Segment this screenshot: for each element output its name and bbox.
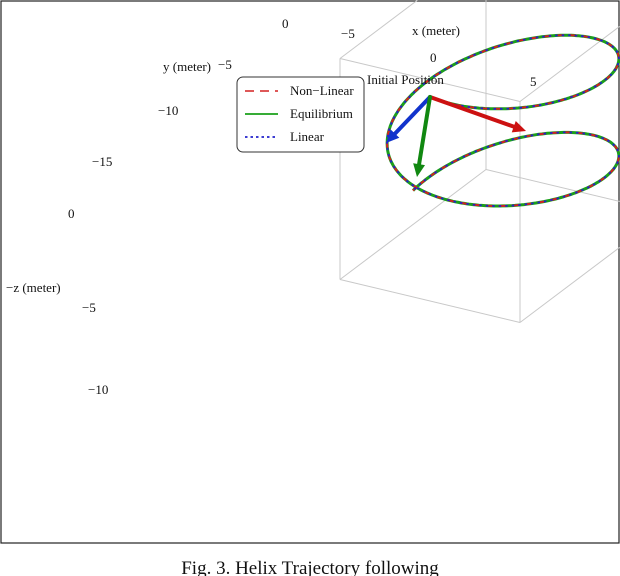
- x-axis-arrow: [428, 95, 526, 133]
- z-axis-arrow: [413, 95, 432, 177]
- y-tick-label: −15: [92, 154, 112, 169]
- z-axis-label: −z (meter): [6, 280, 61, 295]
- tick-labels: −5 0 5 0 −5 −10 −15 0 −5 −10: [68, 16, 537, 397]
- x-tick-label: 0: [430, 50, 437, 65]
- y-axis-arrow: [386, 95, 432, 143]
- y-tick-label: −10: [158, 103, 178, 118]
- plot-box: [339, 0, 620, 323]
- helix-series-group: [385, 33, 620, 208]
- legend-label-nonlinear: Non−Linear: [290, 83, 354, 98]
- z-tick-label: −5: [82, 300, 96, 315]
- initial-position-annotation: Initial Position: [367, 72, 444, 87]
- y-tick-label: 0: [282, 16, 289, 31]
- figure-caption: Fig. 3. Helix Trajectory following: [181, 558, 439, 576]
- helix-series-linear: [386, 34, 620, 207]
- y-axis-label: y (meter): [163, 59, 211, 74]
- x-tick-label: −5: [341, 26, 355, 41]
- box-edge: [339, 279, 521, 323]
- legend-label-linear: Linear: [290, 129, 325, 144]
- body-frame-arrows: [386, 95, 526, 177]
- legend: Non−Linear Equilibrium Linear: [236, 76, 365, 153]
- z-tick-label: −10: [88, 382, 108, 397]
- x-tick-label: 5: [530, 74, 537, 89]
- legend-label-equilibrium: Equilibrium: [290, 106, 353, 121]
- x-axis-label: x (meter): [412, 23, 460, 38]
- z-tick-label: 0: [68, 206, 75, 221]
- helix-series-equilibrium: [385, 33, 620, 208]
- box-edge: [339, 169, 487, 280]
- figure-frame: [0, 0, 620, 544]
- legend-box: [236, 76, 365, 153]
- y-tick-label: −5: [218, 57, 232, 72]
- box-edge: [519, 25, 620, 102]
- box-edge: [339, 0, 419, 59]
- box-edge: [485, 169, 620, 203]
- helix-series-nonlinear: [386, 34, 620, 207]
- box-edge: [519, 246, 620, 323]
